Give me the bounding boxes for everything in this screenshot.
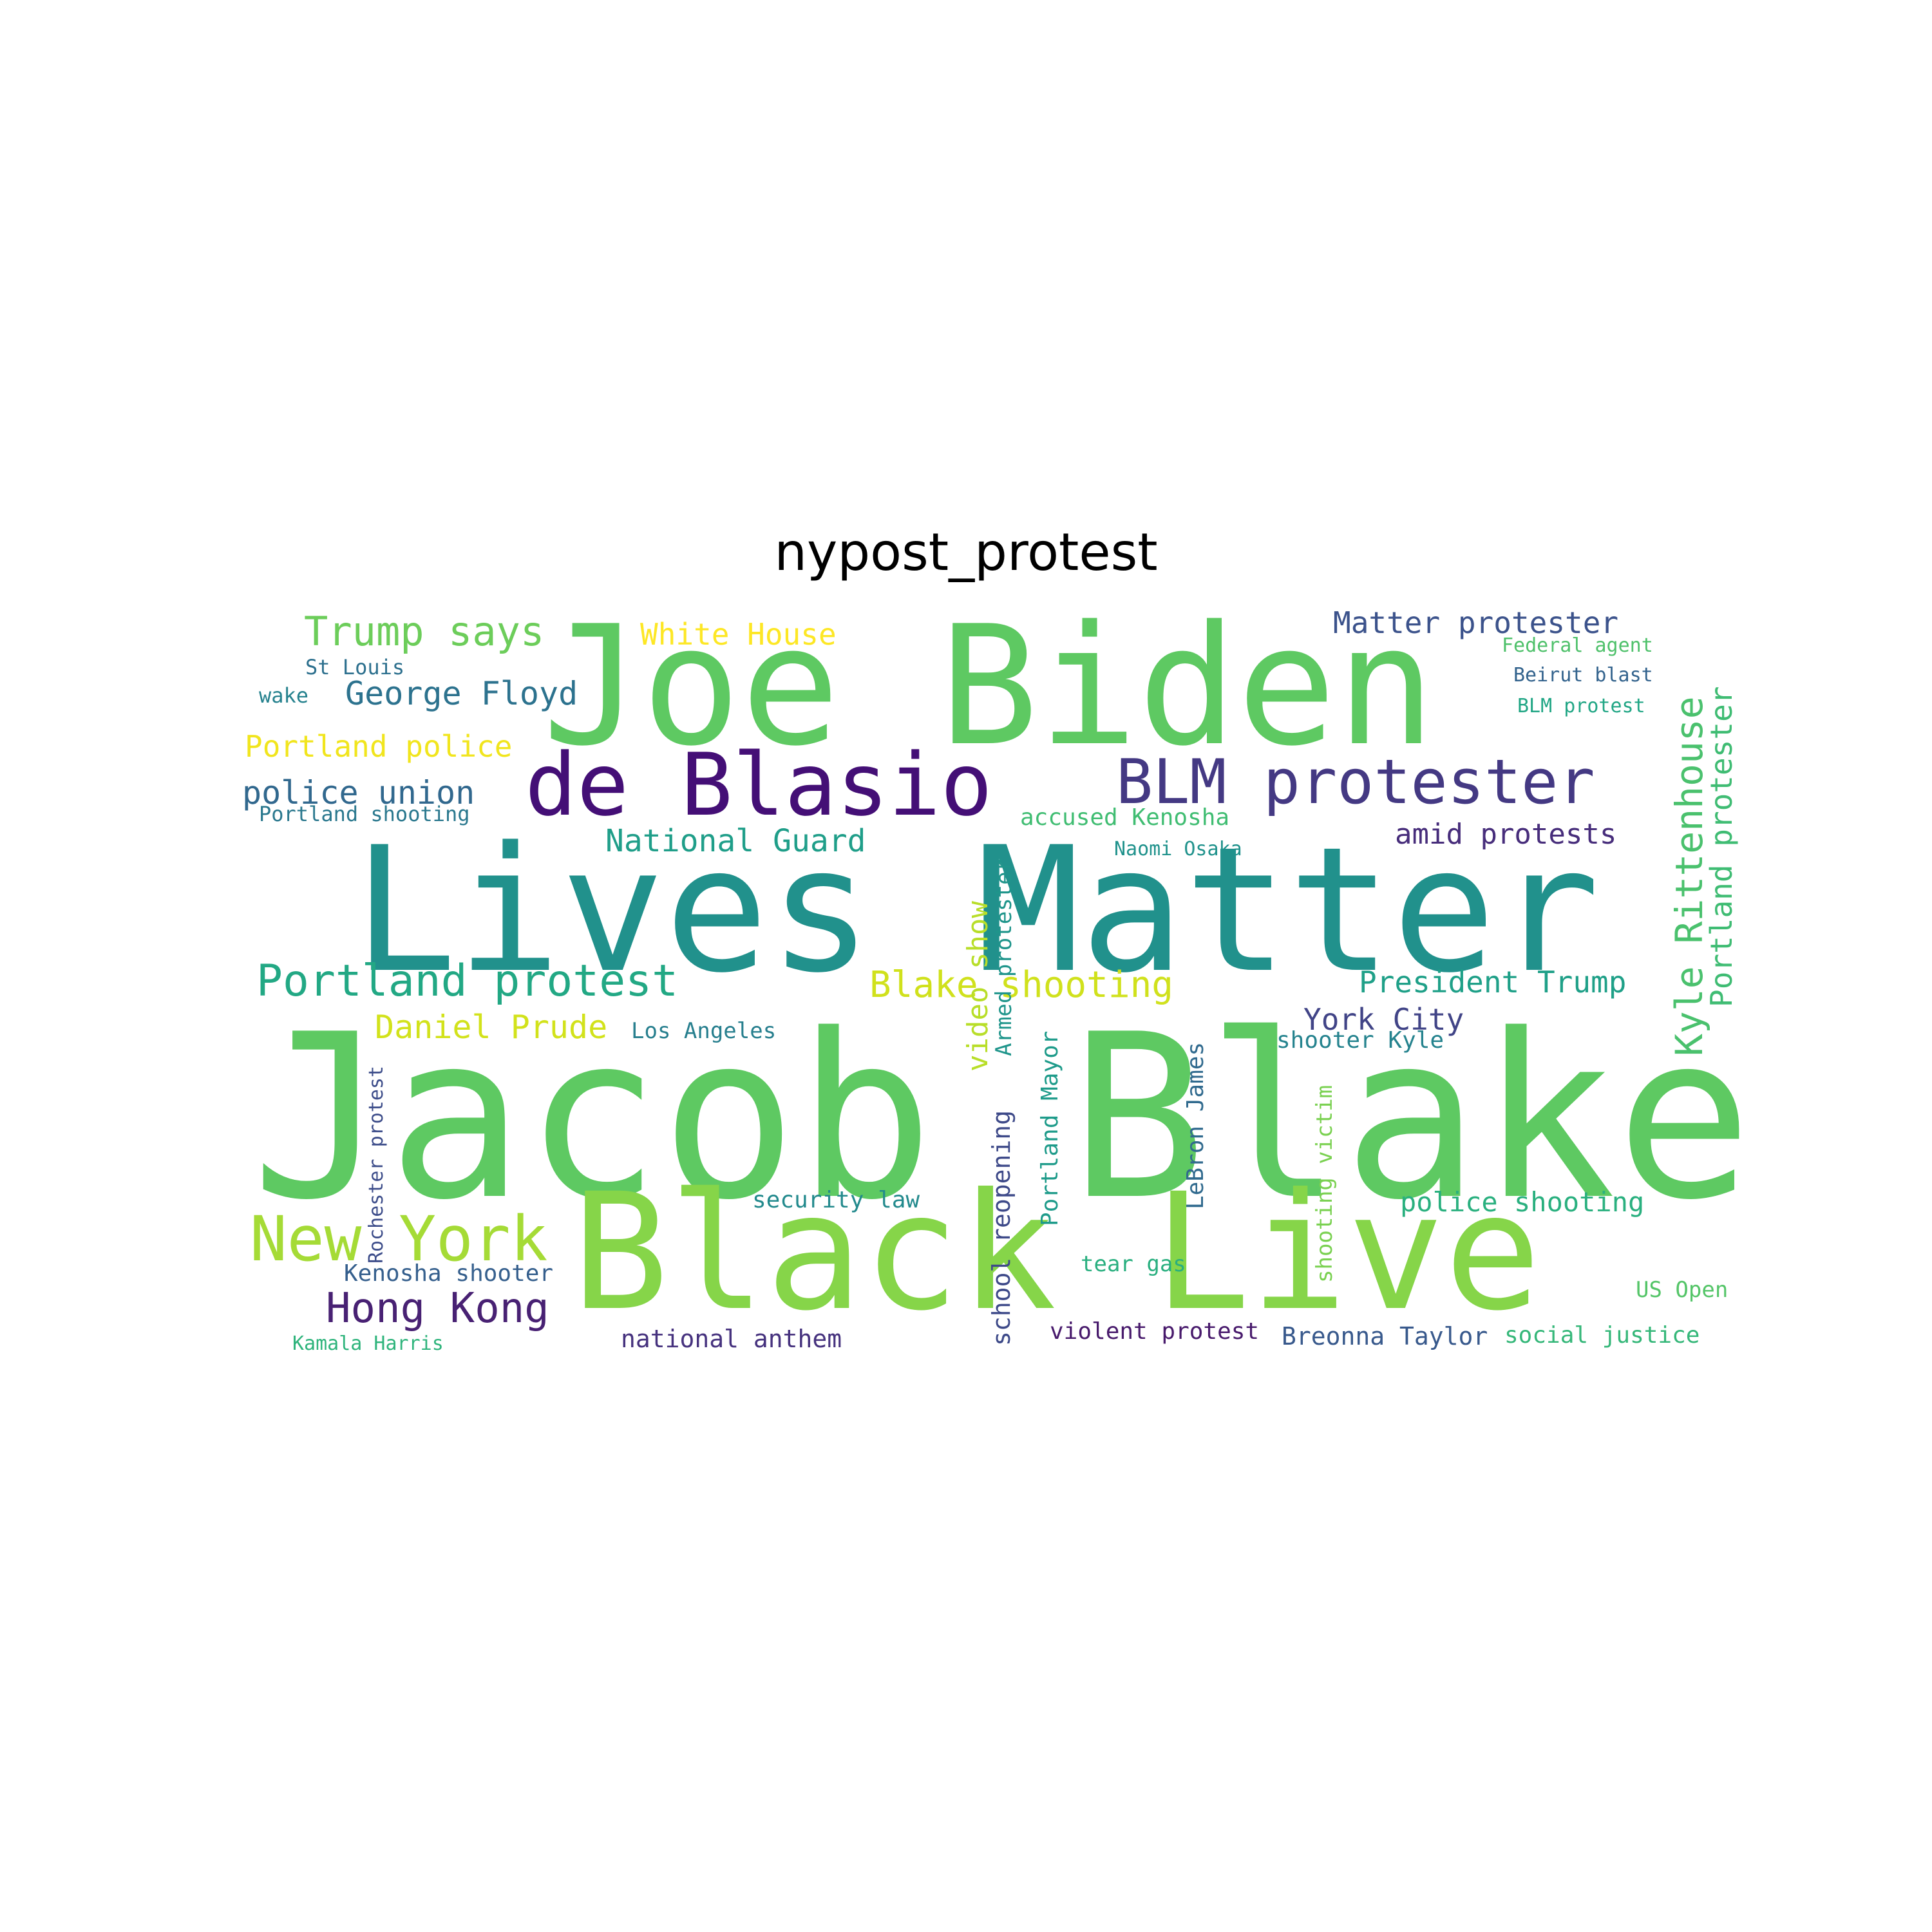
word-police-union: police union — [242, 774, 475, 811]
word-york-city: York City — [1303, 1002, 1464, 1037]
word-blake-shooting: Blake shooting — [869, 964, 1174, 1006]
word-naomi-osaka: Naomi Osaka — [1114, 838, 1242, 860]
word-de-blasio: de Blasio — [525, 735, 993, 835]
word-jacob-blake: Jacob Blake — [251, 986, 1753, 1250]
word-violent-protest: violent protest — [1050, 1318, 1260, 1345]
word-social-justice: social justice — [1504, 1322, 1700, 1349]
word-trump-says: Trump says — [304, 608, 545, 655]
word-federal-agent: Federal agent — [1502, 634, 1653, 657]
word-blm-protester: BLM protester — [1116, 747, 1595, 818]
word-president-trump: President Trump — [1359, 965, 1627, 999]
word-st-louis: St Louis — [305, 655, 405, 679]
word-breonna-taylor: Breonna Taylor — [1282, 1322, 1488, 1350]
word-los-angeles: Los Angeles — [631, 1018, 777, 1044]
word-portland-police: Portland police — [245, 729, 513, 764]
word-security-law: security law — [752, 1187, 920, 1213]
word-shooting-victim: shooting victim — [1312, 1084, 1338, 1283]
word-rochester-protest: Rochester protest — [365, 1065, 388, 1264]
word-school-reopening: school reopening — [987, 1110, 1016, 1346]
word-amid-protests: amid protests — [1395, 818, 1617, 851]
word-accused-kenosha: accused Kenosha — [1020, 804, 1230, 831]
word-matter-protester: Matter protester — [1333, 605, 1619, 640]
word-lebron-james: LeBron James — [1182, 1041, 1209, 1209]
word-police-shooting: police shooting — [1400, 1186, 1645, 1218]
word-portland-shooting: Portland shooting — [259, 802, 470, 826]
word-armed-protester: Armed protester — [991, 858, 1017, 1056]
word-kenosha-shooter: Kenosha shooter — [344, 1260, 554, 1287]
word-kamala-harris: Kamala Harris — [292, 1332, 444, 1355]
word-tear-gas: tear gas — [1081, 1251, 1186, 1277]
word-portland-protest: Portland protest — [256, 956, 679, 1007]
word-national-anthem: national anthem — [621, 1325, 842, 1353]
word-daniel-prude: Daniel Prude — [375, 1009, 608, 1046]
word-lives-matter: Lives Matter — [353, 810, 1600, 1011]
word-new-york: New York — [250, 1203, 548, 1275]
figure-title: nypost_protest — [774, 522, 1158, 582]
word-blm-protest: BLM protest — [1517, 695, 1645, 717]
word-portland-mayor: Portland Mayor — [1037, 1030, 1063, 1226]
word-national-guard: National Guard — [605, 823, 866, 859]
word-portland-protester: Portland protester — [1704, 686, 1739, 1008]
word-joe-biden: Joe Biden — [542, 591, 1436, 782]
word-beirut-blast: Beirut blast — [1513, 664, 1653, 687]
word-black-live: Black Live — [572, 1159, 1542, 1346]
word-hong-kong: Hong Kong — [326, 1285, 549, 1332]
word-shooter-kyle: shooter Kyle — [1276, 1027, 1444, 1054]
word-wake: wake — [259, 683, 309, 708]
word-george-floyd: George Floyd — [345, 675, 578, 712]
word-white-house: White House — [640, 617, 837, 652]
word-us-open: US Open — [1636, 1277, 1728, 1303]
word-video-show: video show — [961, 901, 994, 1072]
word-kyle-rittenhouse: Kyle Rittenhouse — [1667, 696, 1711, 1056]
